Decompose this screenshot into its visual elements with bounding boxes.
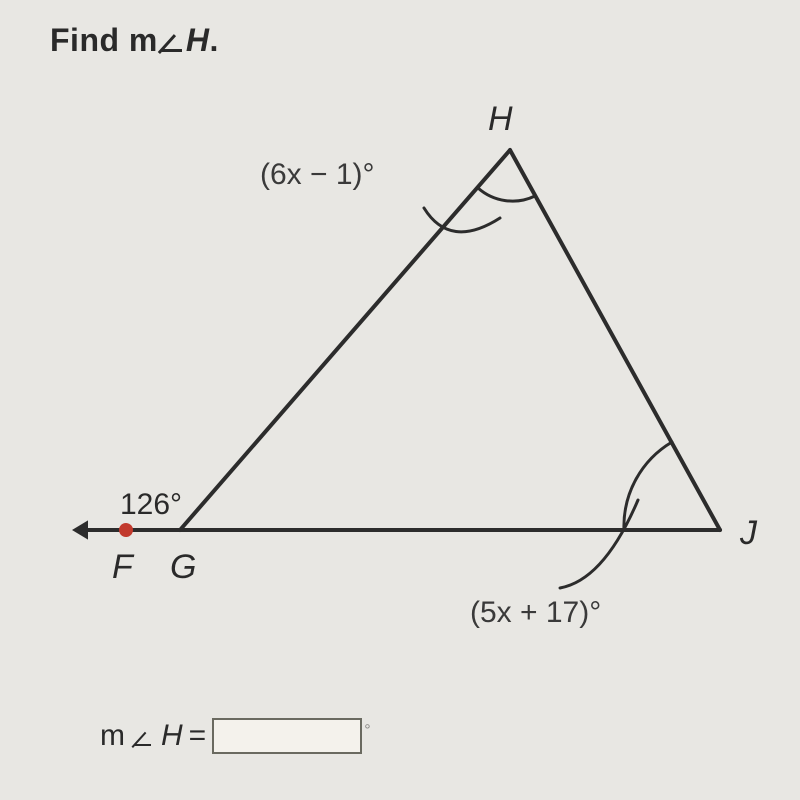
exterior-angle-label: 126°: [120, 488, 182, 522]
answer-H: H: [161, 719, 183, 753]
vertex-label-F: F: [112, 548, 133, 587]
vertex-label-J: J: [740, 514, 757, 553]
angle-H-expression: (6x − 1)°: [260, 158, 375, 192]
answer-eq: =: [189, 719, 207, 753]
angle-icon: [135, 728, 153, 746]
triangle-diagram: [0, 0, 800, 800]
answer-row: m H = °: [100, 718, 371, 754]
vertex-label-G: G: [170, 548, 196, 587]
answer-input[interactable]: [212, 718, 362, 754]
angle-J-expression: (5x + 17)°: [470, 596, 601, 630]
vertex-label-H: H: [488, 100, 513, 139]
answer-degree-suffix: °: [364, 718, 370, 740]
answer-m: m: [100, 719, 125, 753]
